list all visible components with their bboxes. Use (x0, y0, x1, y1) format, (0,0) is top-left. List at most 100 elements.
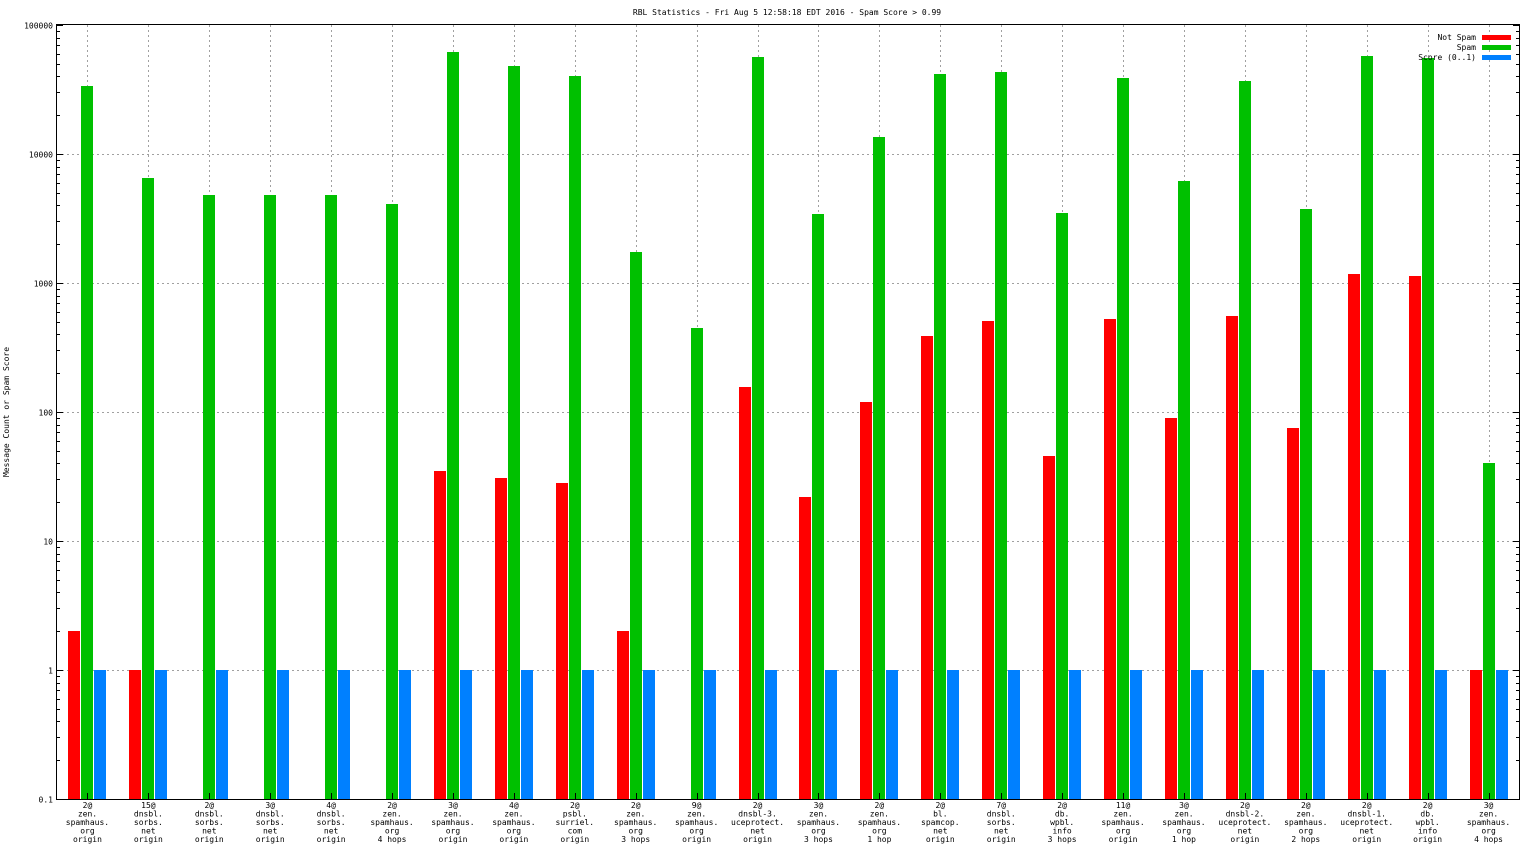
x-tick-label: origin (317, 835, 346, 844)
x-tick-label: zen. (870, 810, 889, 819)
x-tick-label: origin (134, 835, 163, 844)
bar-not-spam (1043, 456, 1055, 799)
x-tick-label: net (324, 827, 339, 836)
x-tick-label: spamhaus. (1284, 818, 1327, 827)
x-tick-label: 4@ (509, 801, 519, 810)
bar-not-spam (434, 471, 446, 799)
bar-score-0-1 (1252, 670, 1264, 799)
bar-spam (812, 214, 824, 799)
bar-spam (934, 74, 946, 799)
bar-score-0-1 (765, 670, 777, 799)
bar-score-0-1 (1435, 670, 1447, 799)
x-tick-label: org (1299, 827, 1314, 836)
x-tick-label: origin (1413, 835, 1442, 844)
x-tick-label: spamhaus. (1467, 818, 1510, 827)
bar-not-spam (1226, 316, 1238, 799)
bar-score-0-1 (216, 670, 228, 799)
y-tick-label: 1 (48, 667, 53, 676)
bar-not-spam (860, 402, 872, 799)
bar-not-spam (495, 478, 507, 799)
bar-spam (630, 252, 642, 799)
x-tick-label: 9@ (692, 801, 702, 810)
x-tick-label: 2@ (83, 801, 93, 810)
x-tick-label: net (750, 827, 765, 836)
x-tick-label: net (202, 827, 217, 836)
x-tick-label: 3@ (448, 801, 458, 810)
bar-spam (386, 204, 398, 799)
bar-not-spam (921, 336, 933, 799)
x-tick-label: spamhaus. (66, 818, 109, 827)
x-tick-label: 4 hops (378, 835, 407, 844)
bar-score-0-1 (825, 670, 837, 799)
x-tick-label: origin (439, 835, 468, 844)
x-tick-label: origin (560, 835, 589, 844)
bar-not-spam (1348, 274, 1360, 799)
x-tick-label: origin (1352, 835, 1381, 844)
x-tick-label: origin (1109, 835, 1138, 844)
bar-spam (264, 195, 276, 799)
y-axis-label: Message Count or Spam Score (2, 347, 11, 477)
bar-spam (569, 76, 581, 799)
x-tick-label: org (385, 827, 400, 836)
bar-spam (325, 195, 337, 799)
x-tick-label: uceprotect. (731, 818, 784, 827)
x-tick-label: dnsbl. (987, 810, 1016, 819)
bar-score-0-1 (1130, 670, 1142, 799)
x-tick-label: origin (926, 835, 955, 844)
x-tick-label: zen. (1113, 810, 1132, 819)
x-tick-label: zen. (78, 810, 97, 819)
bar-spam (447, 52, 459, 799)
bar-not-spam (556, 483, 568, 799)
bar-score-0-1 (155, 670, 167, 799)
bar-not-spam (1287, 428, 1299, 799)
bar-spam (1300, 209, 1312, 799)
x-tick-label: org (689, 827, 704, 836)
x-tick-label: spamhaus. (797, 818, 840, 827)
x-tick-label: zen. (809, 810, 828, 819)
bar-score-0-1 (399, 670, 411, 799)
y-tick-label: 10000 (29, 151, 53, 160)
x-tick-label: 2@ (1301, 801, 1311, 810)
x-tick-label: 3@ (1484, 801, 1494, 810)
bar-score-0-1 (643, 670, 655, 799)
x-tick-label: wpbl. (1050, 818, 1074, 827)
x-tick-label: zen. (1174, 810, 1193, 819)
y-tick-label: 100 (39, 409, 54, 418)
legend-label: Not Spam (1437, 33, 1476, 42)
bar-score-0-1 (582, 670, 594, 799)
y-axis-ticks: 0.1 1 10 100 1000 10000 100000 (24, 22, 1519, 805)
x-tick-label: uceprotect. (1340, 818, 1393, 827)
x-tick-label: db. (1055, 810, 1069, 819)
x-tick-label: origin (256, 835, 285, 844)
bar-not-spam (739, 387, 751, 799)
x-tick-label: zen. (626, 810, 645, 819)
bar-spam (203, 195, 215, 799)
x-tick-label: dnsbl. (195, 810, 224, 819)
grid-lines (57, 25, 1519, 799)
x-tick-label: wpbl. (1416, 818, 1440, 827)
x-tick-label: 2@ (753, 801, 763, 810)
x-tick-label: sorbs. (987, 818, 1016, 827)
x-tick-label: bl. (933, 810, 947, 819)
x-tick-label: org (811, 827, 826, 836)
bar-spam (1239, 81, 1251, 799)
x-tick-label: spamcop. (921, 818, 960, 827)
x-tick-label: origin (73, 835, 102, 844)
x-tick-label: 11@ (1116, 801, 1131, 810)
x-tick-label: surriel. (556, 818, 595, 827)
bar-spam (142, 178, 154, 799)
bar-spam (1056, 213, 1068, 799)
x-tick-label: zen. (1296, 810, 1315, 819)
plot-frame (56, 24, 1520, 800)
x-tick-label: net (1359, 827, 1374, 836)
x-tick-label: 2@ (570, 801, 580, 810)
y-tick-label: 10 (43, 538, 53, 547)
x-tick-label: org (1116, 827, 1131, 836)
x-tick-label: 15@ (141, 801, 156, 810)
bar-spam (1422, 58, 1434, 799)
x-tick-label: 4@ (326, 801, 336, 810)
bar-not-spam (1409, 276, 1421, 799)
bar-spam (995, 72, 1007, 799)
x-tick-label: spamhaus. (858, 818, 901, 827)
x-axis-ticks: 2@zen.spamhaus.orgorigin15@dnsbl.sorbs.n… (66, 793, 1510, 844)
